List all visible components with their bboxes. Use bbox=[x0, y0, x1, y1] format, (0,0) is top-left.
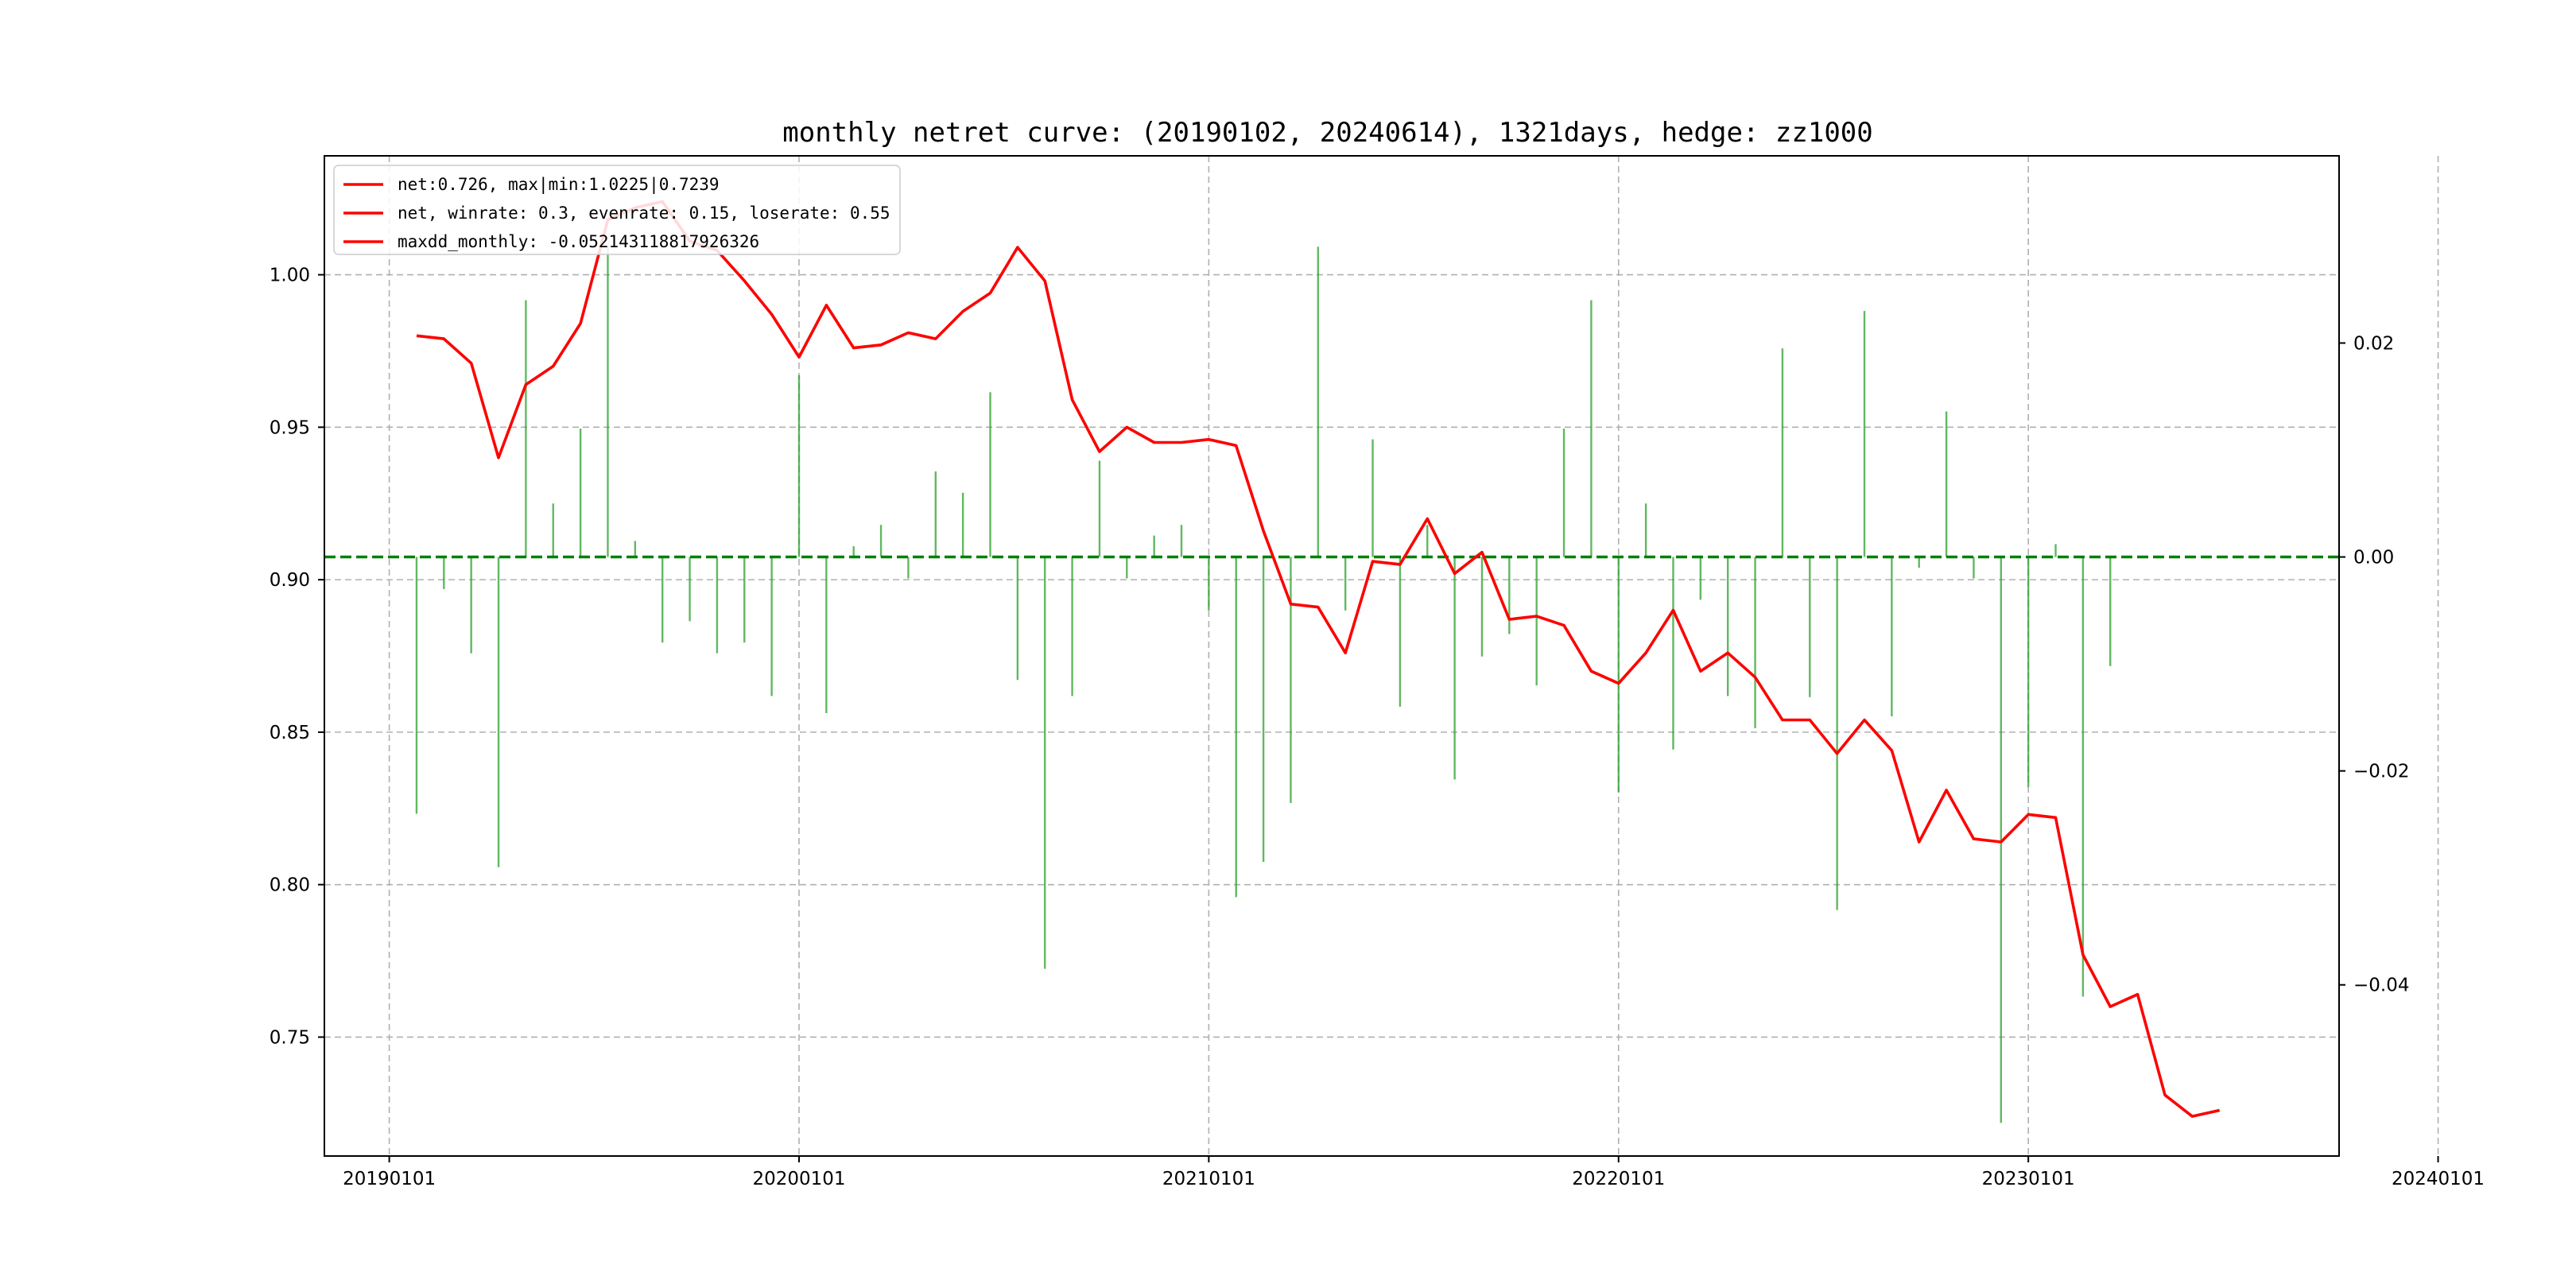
return-bar bbox=[1262, 557, 1265, 862]
return-bar bbox=[1918, 557, 1920, 568]
return-bar bbox=[1290, 557, 1292, 803]
return-bar bbox=[907, 557, 910, 579]
return-bar bbox=[716, 557, 719, 654]
plot-frame bbox=[324, 155, 2340, 1157]
return-bar bbox=[1672, 557, 1674, 750]
x-tick-label: 20230101 bbox=[1982, 1169, 2075, 1189]
x-tick-label: 20200101 bbox=[752, 1169, 845, 1189]
y-right-tick-label: −0.04 bbox=[2353, 976, 2409, 996]
y-left-tick-label: 0.85 bbox=[270, 723, 310, 743]
return-bar bbox=[470, 557, 472, 654]
return-bar bbox=[2081, 557, 2085, 997]
return-bar bbox=[2027, 557, 2030, 787]
legend-label: maxdd_monthly: -0.052143118817926326 bbox=[398, 232, 759, 251]
return-bar bbox=[1508, 557, 1511, 634]
return-bar bbox=[852, 546, 855, 557]
y-left-tick-label: 1.00 bbox=[270, 266, 310, 286]
y-right-tick-label: −0.02 bbox=[2353, 762, 2409, 782]
return-bar bbox=[1754, 557, 1756, 728]
return-bar bbox=[1399, 557, 1402, 707]
return-bar bbox=[1945, 411, 1948, 557]
y-left-tick-label: 0.75 bbox=[270, 1027, 310, 1048]
return-bar bbox=[1371, 439, 1374, 557]
return-bar bbox=[1699, 557, 1702, 600]
return-bar bbox=[1809, 557, 1811, 697]
return-bar bbox=[2054, 544, 2057, 557]
return-bar bbox=[1453, 557, 1456, 780]
return-bar bbox=[1727, 557, 1729, 696]
return-bar bbox=[607, 246, 609, 557]
x-tick-label: 20240101 bbox=[2392, 1169, 2485, 1189]
return-bar bbox=[1044, 557, 1046, 969]
return-bar bbox=[1644, 503, 1647, 557]
return-bar bbox=[2109, 557, 2112, 666]
return-bar bbox=[497, 557, 500, 867]
return-bar bbox=[1535, 557, 1538, 685]
return-bar bbox=[797, 374, 801, 557]
y-left-tick-label: 0.80 bbox=[270, 875, 310, 896]
return-bar bbox=[1562, 429, 1565, 557]
legend: net:0.726, max|min:1.0225|0.7239 net, win… bbox=[333, 165, 901, 255]
return-bar bbox=[1836, 557, 1838, 910]
return-bar bbox=[443, 557, 445, 589]
return-bar bbox=[1153, 535, 1155, 557]
return-bar bbox=[989, 392, 991, 557]
x-tick-label: 20190101 bbox=[343, 1169, 436, 1189]
return-bar bbox=[1590, 300, 1593, 557]
return-bar bbox=[1235, 557, 1237, 898]
return-bar bbox=[1973, 557, 1975, 579]
return-bar bbox=[1617, 557, 1620, 793]
chart-title: monthly netret curve: (20190102, 2024061… bbox=[782, 117, 1872, 149]
return-bar bbox=[879, 525, 883, 557]
y-right-tick-label: 0.02 bbox=[2353, 333, 2394, 354]
return-bar bbox=[1016, 557, 1019, 681]
monthly-return-bars bbox=[415, 246, 2112, 1123]
return-bar bbox=[1126, 557, 1128, 579]
y-right-tick-label: 0.00 bbox=[2353, 548, 2394, 568]
x-tick-label: 20220101 bbox=[1572, 1169, 1665, 1189]
return-bar bbox=[1180, 525, 1183, 557]
return-bar bbox=[579, 429, 582, 557]
return-bar bbox=[1480, 557, 1484, 657]
return-bar bbox=[961, 492, 964, 557]
return-bar bbox=[2000, 557, 2003, 1123]
return-bar bbox=[661, 557, 664, 643]
return-bar bbox=[825, 557, 828, 713]
x-axis: 20190101 20200101 20210101 20220101 20230101… bbox=[343, 1156, 2485, 1189]
return-bar bbox=[525, 300, 527, 557]
return-bar bbox=[552, 503, 554, 557]
return-bar bbox=[1781, 348, 1784, 557]
return-bar bbox=[1071, 557, 1073, 696]
return-bar bbox=[934, 471, 937, 557]
legend-label: net:0.726, max|min:1.0225|0.7239 bbox=[398, 175, 720, 195]
return-bar bbox=[689, 557, 691, 622]
y-axis-left: 0.75 0.80 0.85 0.90 0.95 1.00 bbox=[270, 266, 324, 1048]
return-bar bbox=[1317, 246, 1320, 557]
y-left-tick-label: 0.95 bbox=[270, 417, 310, 438]
return-bar bbox=[1891, 557, 1893, 717]
return-bar bbox=[1863, 311, 1866, 557]
return-bar bbox=[415, 557, 418, 814]
return-bar bbox=[634, 541, 637, 557]
legend-label: net, winrate: 0.3, evenrate: 0.15, loser… bbox=[398, 204, 890, 223]
return-bar bbox=[1426, 525, 1429, 557]
legend-box bbox=[333, 165, 901, 255]
return-bar bbox=[1344, 557, 1347, 611]
return-bar bbox=[1098, 460, 1101, 557]
y-axis-right: −0.04 −0.02 0.00 0.02 bbox=[2339, 333, 2409, 996]
return-bar bbox=[1208, 557, 1210, 611]
return-bar bbox=[743, 557, 746, 643]
return-bar bbox=[770, 557, 773, 696]
x-tick-label: 20210101 bbox=[1162, 1169, 1255, 1189]
y-left-tick-label: 0.90 bbox=[270, 570, 310, 591]
